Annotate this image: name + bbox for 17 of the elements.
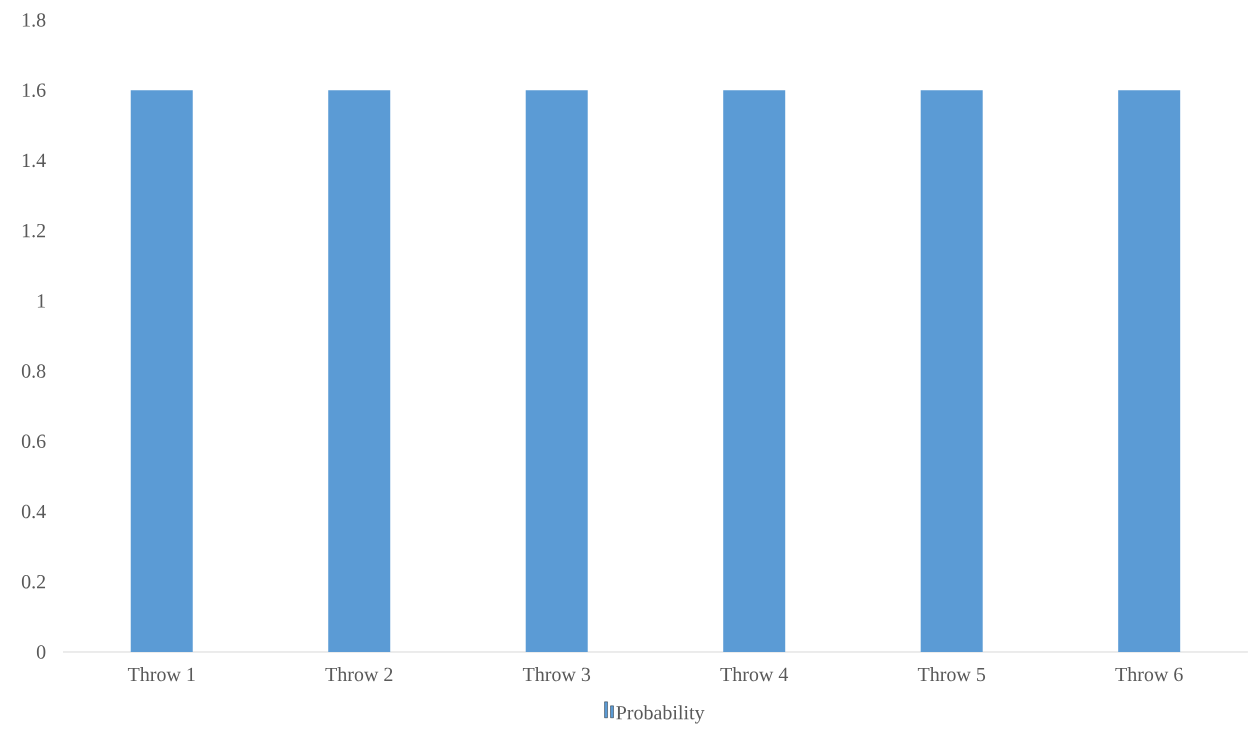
x-tick-label: Throw 5 xyxy=(917,667,986,682)
y-tick-label: 0.6 xyxy=(21,434,46,449)
x-tick-label: Throw 1 xyxy=(127,667,195,682)
x-tick-label: Throw 3 xyxy=(522,667,591,682)
y-tick-label: 1.8 xyxy=(22,13,46,27)
x-tick-label: Throw 4 xyxy=(720,667,789,682)
y-tick-label: 0.2 xyxy=(21,574,46,589)
x-tick-label: Throw 2 xyxy=(325,667,393,682)
y-tick-label: 0.4 xyxy=(21,504,46,519)
y-tick-label: 0 xyxy=(36,645,46,659)
y-tick-label: 1.4 xyxy=(22,153,46,168)
legend-label: Probability xyxy=(616,705,705,724)
y-tick-label: 0.8 xyxy=(21,364,46,378)
y-tick-label: 1.2 xyxy=(22,223,46,238)
x-tick-label: Throw 6 xyxy=(1115,667,1183,682)
y-tick-label: 1.6 xyxy=(22,83,46,97)
y-tick-label: 1 xyxy=(37,294,45,308)
